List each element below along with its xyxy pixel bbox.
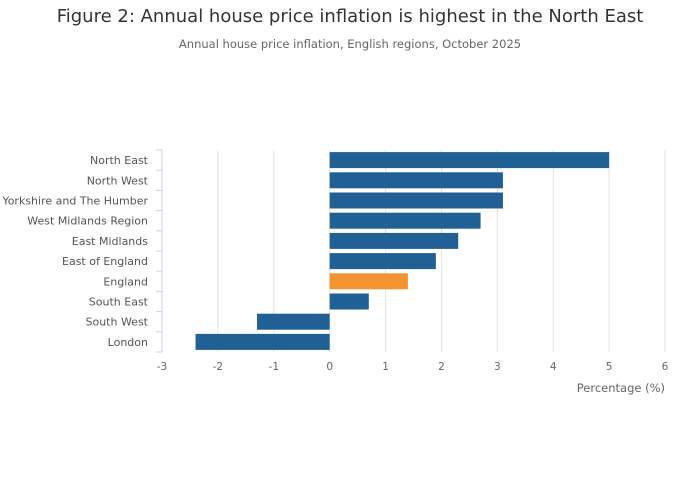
x-tick-label: -2 [213,361,223,373]
category-label: England [103,275,148,288]
x-tick-label: 1 [382,361,389,373]
bar-south-east [329,293,369,310]
bar-north-east [329,152,610,169]
bar-west-midlands-region [329,212,481,229]
x-tick-label: 3 [494,361,501,373]
category-label: South West [85,316,148,329]
bar-south-west [257,313,330,330]
chart-title: Figure 2: Annual house price inflation i… [56,6,644,27]
x-tick-label: 6 [662,361,669,373]
category-label: London [108,336,148,349]
category-label: Yorkshire and The Humber [1,195,148,208]
x-tick-label: -3 [157,361,167,373]
x-tick-label: 0 [326,361,333,373]
bar-london [195,333,330,350]
x-tick-label: 4 [550,361,557,373]
category-label: East of England [62,255,148,268]
bar-north-west [329,172,503,189]
bar-east-of-england [329,253,436,270]
chart-subtitle: Annual house price inflation, English re… [178,37,522,51]
x-tick-label: 2 [438,361,445,373]
x-tick-label: -1 [269,361,279,373]
category-label: North East [90,154,149,167]
category-label: East Midlands [72,235,149,248]
bar-yorkshire-and-the-humber [329,192,503,209]
x-axis-label: Percentage (%) [577,381,665,395]
category-label: West Midlands Region [27,215,148,228]
category-label: South East [89,296,149,309]
x-tick-label: 5 [606,361,613,373]
bar-england [329,273,408,290]
category-label: North West [87,174,149,187]
bar-east-midlands [329,232,459,249]
